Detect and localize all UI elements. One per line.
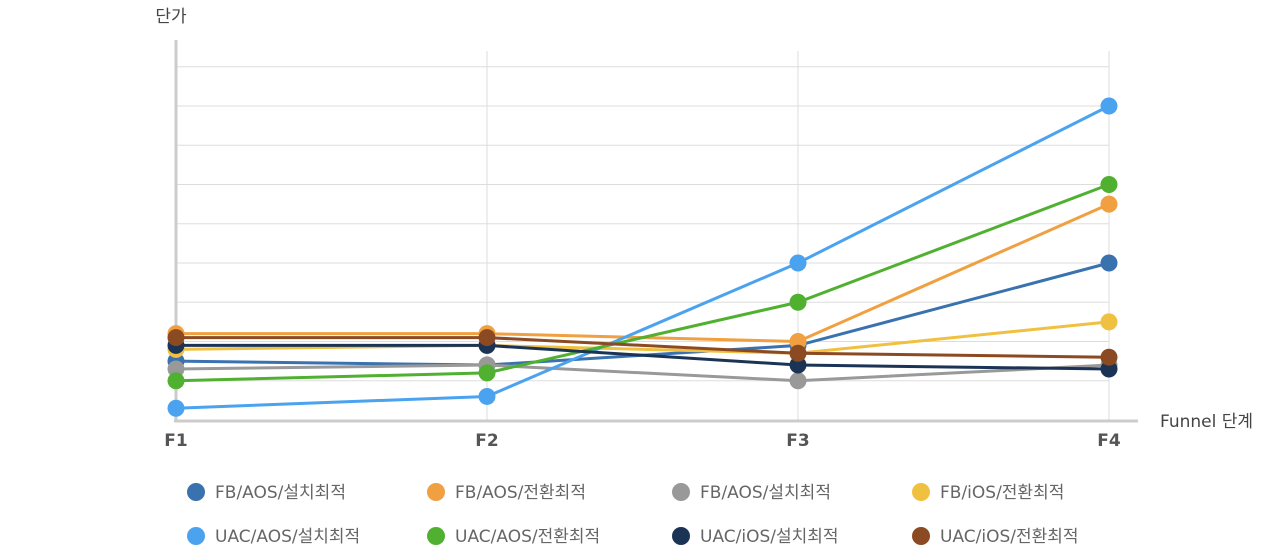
series-2 — [167, 195, 1118, 350]
data-point — [789, 254, 807, 272]
legend-marker — [672, 527, 690, 545]
legend-label: FB/iOS/전환최적 — [940, 483, 1064, 503]
legend-marker — [187, 527, 205, 545]
x-tick-label: F1 — [164, 431, 187, 451]
data-point — [167, 329, 185, 347]
chart-legend: FB/AOS/설치최적 FB/AOS/전환최적 FB/AOS/설치최적 FB/iOS/… — [187, 483, 1079, 547]
series-line — [176, 336, 1110, 359]
data-point — [478, 387, 496, 405]
chart-grid — [176, 51, 1110, 420]
series-line — [175, 104, 1110, 410]
data-point — [167, 360, 185, 378]
data-point — [1100, 313, 1118, 331]
series-line — [176, 202, 1110, 344]
legend-label: UAC/AOS/설치최적 — [215, 527, 360, 547]
data-point — [167, 399, 185, 417]
legend-marker — [912, 527, 930, 545]
data-point — [789, 344, 807, 362]
legend-label: UAC/AOS/전환최적 — [455, 527, 600, 547]
y-axis-title: 단가 — [155, 7, 187, 27]
x-axis-title: Funnel 단계 — [1160, 412, 1253, 432]
legend-label: FB/AOS/설치최적 — [215, 483, 346, 503]
series-line — [175, 320, 1110, 355]
data-point — [1100, 254, 1118, 272]
legend-label: UAC/iOS/전환최적 — [940, 527, 1079, 547]
legend-item: UAC/AOS/설치최적 — [187, 527, 360, 547]
legend-label: UAC/iOS/설치최적 — [700, 527, 839, 547]
legend-item: UAC/iOS/설치최적 — [672, 527, 839, 547]
series-6 — [167, 176, 1118, 390]
data-point — [1100, 195, 1118, 213]
legend-item: UAC/AOS/전환최적 — [427, 527, 600, 547]
series-8 — [167, 329, 1118, 366]
data-point — [789, 293, 807, 311]
series-5 — [167, 97, 1118, 417]
x-tick-label: F3 — [786, 431, 809, 451]
data-point — [167, 372, 185, 390]
data-point — [1100, 176, 1118, 193]
legend-marker — [427, 527, 445, 545]
legend-label: FB/AOS/설치최적 — [700, 483, 831, 503]
data-point — [478, 329, 496, 347]
data-point — [1100, 348, 1118, 366]
legend-item: FB/AOS/전환최적 — [427, 483, 586, 503]
x-tick-label: F4 — [1097, 431, 1121, 451]
series-line — [175, 363, 1110, 383]
x-tick-label: F2 — [475, 431, 498, 451]
data-point — [789, 356, 807, 374]
legend-item: FB/iOS/전환최적 — [912, 483, 1064, 503]
x-tick-labels: F1 F2 F3 F4 — [164, 431, 1121, 451]
data-point — [1100, 360, 1118, 378]
legend-marker — [427, 483, 445, 501]
data-point — [1100, 97, 1118, 115]
data-point — [789, 372, 807, 390]
legend-item: FB/AOS/설치최적 — [672, 483, 831, 503]
chart-series — [167, 97, 1118, 417]
series-line — [176, 343, 1110, 371]
legend-marker — [187, 483, 205, 501]
data-point — [789, 333, 807, 350]
legend-item: FB/AOS/설치최적 — [187, 483, 346, 503]
legend-item: UAC/iOS/전환최적 — [912, 527, 1079, 547]
legend-marker — [912, 483, 930, 501]
legend-marker — [672, 483, 690, 501]
series-line — [175, 183, 1110, 383]
legend-label: FB/AOS/전환최적 — [455, 483, 586, 503]
data-point — [478, 364, 496, 382]
